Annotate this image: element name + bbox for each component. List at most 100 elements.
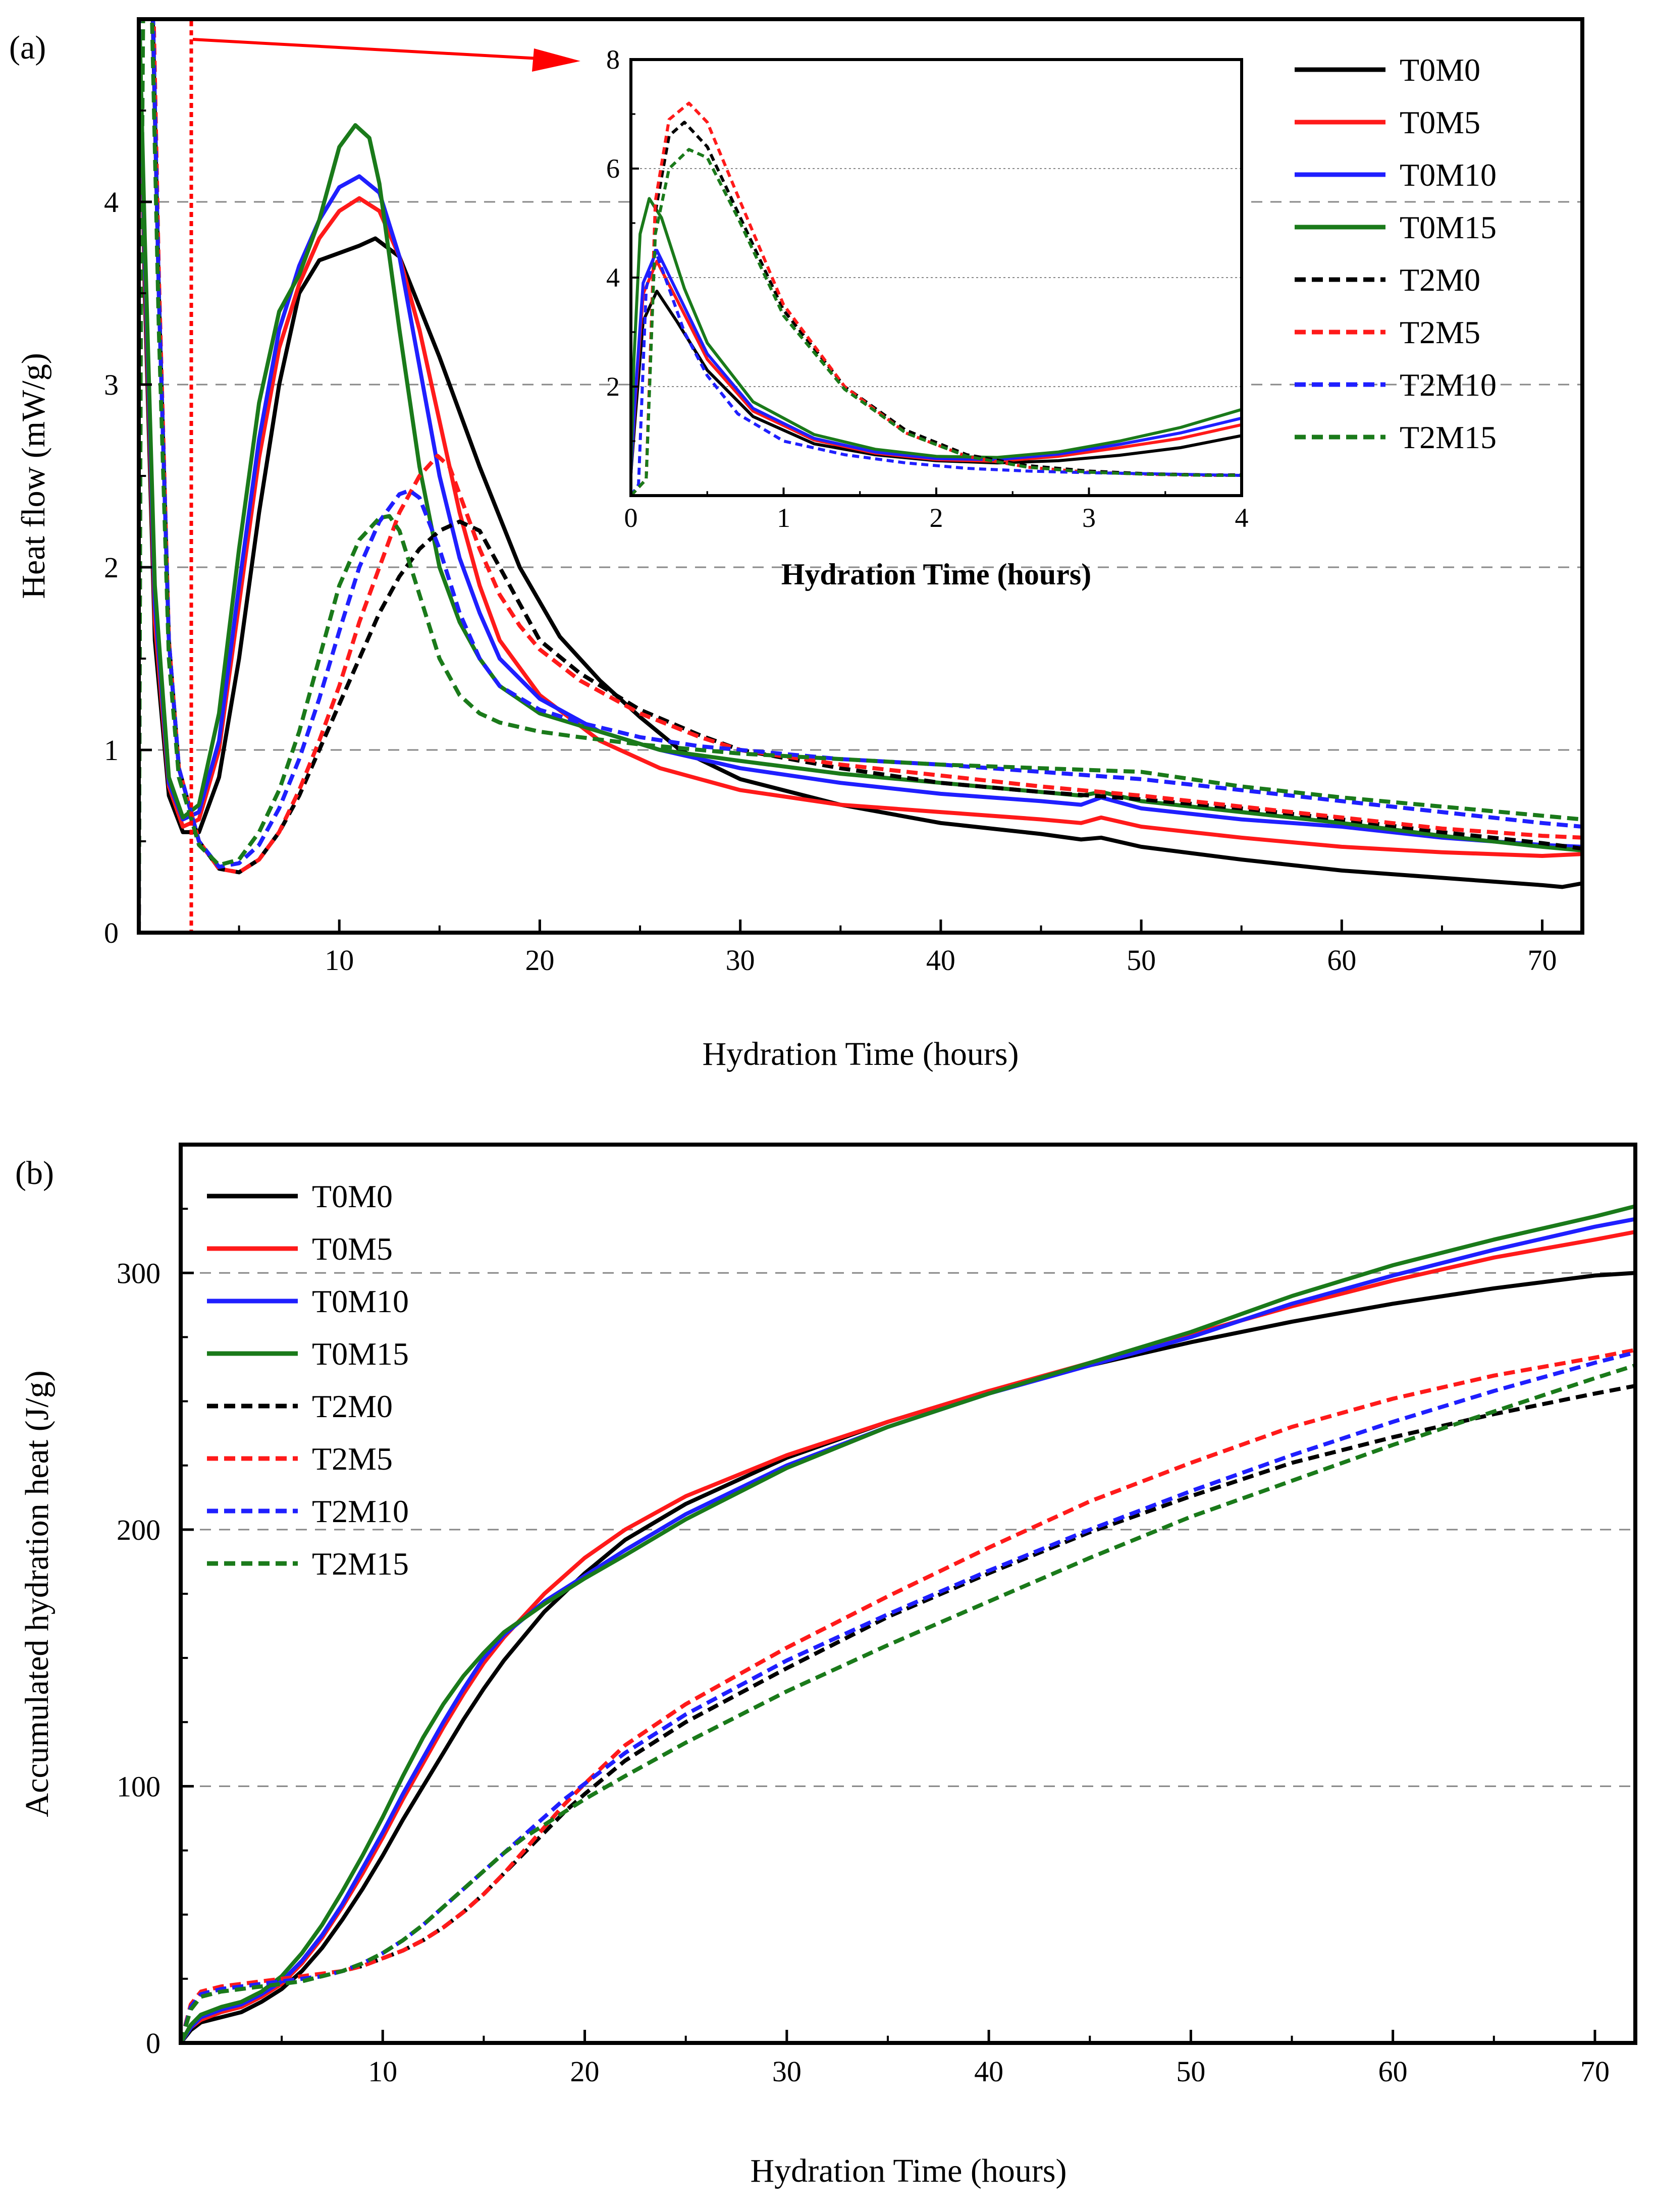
legend-item-t2m5: T2M5 [1295, 314, 1480, 350]
legend-item-t2m10: T2M10 [1295, 367, 1497, 403]
legend-label-t0m10: T0M10 [1400, 157, 1497, 193]
y-tick-label-3: 3 [104, 368, 119, 401]
x-tick-label-60: 60 [1327, 944, 1356, 977]
legend-item-t0m0: T0M0 [1295, 52, 1480, 88]
series-line-t0m15 [631, 197, 1242, 474]
y-tick-label-300: 300 [117, 1257, 161, 1289]
legend-label-t2m10: T2M10 [312, 1493, 409, 1529]
legend-item-t2m15: T2M15 [207, 1546, 409, 1582]
x-tick-label-0: 0 [624, 503, 638, 533]
y-tick-label-0: 0 [104, 916, 119, 949]
panel-b-series [181, 1204, 1635, 2043]
legend-label-t2m15: T2M15 [1400, 419, 1497, 455]
series-line-t0m15 [181, 1204, 1635, 2043]
y-tick-label-2: 2 [606, 371, 620, 402]
panel-a-label: (a) [9, 29, 46, 66]
series-line-t2m5 [181, 1347, 1635, 2043]
panel-a-x-axis-title: Hydration Time (hours) [703, 1036, 1019, 1072]
x-tick-label-10: 10 [368, 2055, 397, 2088]
legend-label-t2m10: T2M10 [1400, 367, 1497, 403]
series-line-t0m0 [139, 35, 1582, 889]
panel-b: (b) 10 20 30 40 50 60 70 0 100 200 300 Hydration T… [15, 1143, 1637, 2189]
panel-b-legend: T0M0 T0M5 T0M10 T0M15 T2M0 T2M5 T2M10 T2M15 [207, 1178, 409, 1582]
x-tick-label-50: 50 [1127, 944, 1156, 977]
legend-item-t0m10: T0M10 [207, 1283, 409, 1319]
legend-label-t0m0: T0M0 [1400, 52, 1480, 88]
series-line-t2m10 [181, 1351, 1635, 2043]
x-tick-label-30: 30 [726, 944, 755, 977]
legend-item-t0m15: T0M15 [1295, 209, 1497, 245]
inset-x-axis-title: Hydration Time (hours) [781, 558, 1092, 591]
x-tick-label-40: 40 [926, 944, 955, 977]
series-line-t2m5 [631, 101, 1242, 496]
legend-item-t2m0: T2M0 [207, 1388, 393, 1424]
series-line-t0m10 [181, 1217, 1635, 2043]
x-tick-label-20: 20 [570, 2055, 600, 2088]
series-line-t2m10 [631, 249, 1242, 496]
x-tick-label-20: 20 [525, 944, 554, 977]
x-tick-label-3: 3 [1082, 503, 1096, 533]
panel-a-legend: T0M0 T0M5 T0M10 T0M15 T2M0 T2M5 T2M10 T2M15 [1295, 52, 1497, 455]
legend-item-t2m15: T2M15 [1295, 419, 1497, 455]
legend-label-t2m5: T2M5 [312, 1441, 393, 1477]
y-tick-label-2: 2 [104, 551, 119, 584]
x-tick-label-40: 40 [974, 2055, 1003, 2088]
series-line-t2m15 [139, 19, 1582, 933]
legend-item-t0m15: T0M15 [207, 1336, 409, 1372]
x-tick-label-10: 10 [325, 944, 354, 977]
y-tick-label-100: 100 [117, 1770, 161, 1803]
zoom-arrow-line [192, 38, 558, 61]
panel-b-x-axis-title: Hydration Time (hours) [751, 2152, 1067, 2189]
series-line-t0m0 [631, 290, 1242, 474]
y-tick-label-200: 200 [117, 1514, 161, 1546]
legend-item-t2m0: T2M0 [1295, 262, 1480, 298]
legend-item-t2m10: T2M10 [207, 1493, 409, 1529]
panel-a-series [139, 19, 1582, 933]
legend-label-t2m15: T2M15 [312, 1546, 409, 1582]
inset-ticks: 0 1 2 3 4 2 4 6 8 [606, 44, 1249, 533]
series-line-t2m15 [631, 148, 1242, 496]
legend-item-t2m5: T2M5 [207, 1441, 393, 1477]
legend-label-t2m5: T2M5 [1400, 314, 1480, 350]
panel-a-y-axis-title: Heat flow (mW/g) [15, 353, 52, 599]
series-line-t0m10 [631, 249, 1242, 474]
series-line-t2m0 [631, 121, 1242, 496]
panel-b-ticks: 10 20 30 40 50 60 70 0 100 200 300 [117, 1208, 1610, 2088]
series-line-t2m5 [139, 19, 1582, 933]
y-tick-label-1: 1 [104, 734, 119, 767]
series-line-t2m0 [139, 19, 1582, 933]
y-tick-label-6: 6 [606, 153, 620, 184]
legend-label-t0m0: T0M0 [312, 1178, 393, 1214]
legend-label-t0m5: T0M5 [312, 1231, 393, 1267]
x-tick-label-50: 50 [1176, 2055, 1205, 2088]
y-tick-label-4: 4 [104, 186, 119, 219]
series-line-t0m0 [181, 1271, 1635, 2043]
x-tick-label-70: 70 [1580, 2055, 1610, 2088]
legend-label-t2m0: T2M0 [312, 1388, 393, 1424]
panel-a-gridlines [139, 201, 1582, 751]
x-tick-label-70: 70 [1528, 944, 1557, 977]
y-tick-label-0: 0 [146, 2027, 161, 2060]
series-line-t0m5 [139, 35, 1582, 858]
legend-label-t0m15: T0M15 [312, 1336, 409, 1372]
panel-b-gridlines [181, 1272, 1635, 1787]
x-tick-label-4: 4 [1235, 503, 1249, 533]
legend-item-t0m5: T0M5 [1295, 104, 1480, 140]
panel-a-inset: 0 1 2 3 4 2 4 6 8 Hydration Time (hours) [606, 44, 1249, 591]
legend-item-t0m0: T0M0 [207, 1178, 393, 1214]
x-tick-label-1: 1 [777, 503, 790, 533]
legend-item-t0m5: T0M5 [207, 1231, 393, 1267]
legend-label-t0m10: T0M10 [312, 1283, 409, 1319]
legend-label-t2m0: T2M0 [1400, 262, 1480, 298]
inset-series [631, 101, 1242, 496]
x-tick-label-60: 60 [1378, 2055, 1408, 2088]
x-tick-label-2: 2 [930, 503, 943, 533]
series-line-t2m10 [139, 19, 1582, 933]
panel-b-y-axis-title: Accumulated hydration heat (J/g) [19, 1370, 56, 1817]
y-tick-label-8: 8 [606, 44, 620, 75]
panel-b-label: (b) [15, 1155, 54, 1192]
zoom-arrow-head [532, 48, 580, 72]
